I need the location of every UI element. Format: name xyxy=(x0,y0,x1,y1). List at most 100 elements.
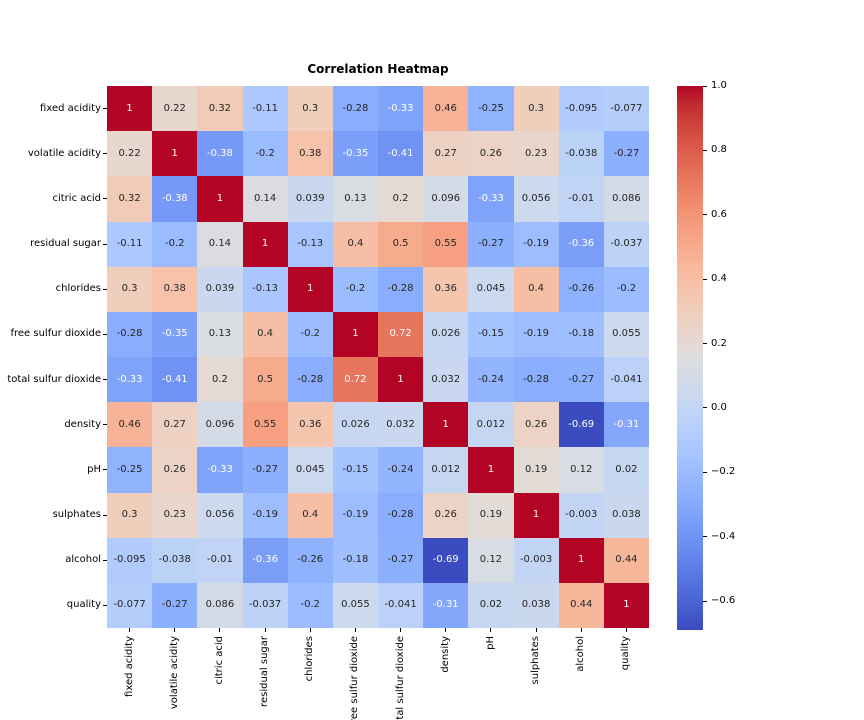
heatmap-cell-volatile acidity-x-total sulfur dioxide: -0.41 xyxy=(378,131,424,177)
heatmap-cell-free sulfur dioxide-x-chlorides: -0.2 xyxy=(287,311,333,357)
colorbar-tick-mark xyxy=(703,600,707,602)
heatmap-cell-sulphates-x-fixed acidity: 0.3 xyxy=(107,492,153,538)
heatmap-cell-total sulfur dioxide-x-total sulfur dioxide: 1 xyxy=(378,357,424,403)
heatmap-cell-total sulfur dioxide-x-residual sugar: 0.5 xyxy=(242,357,288,403)
heatmap-cell-quality-x-fixed acidity: -0.077 xyxy=(107,582,153,628)
heatmap-cell-free sulfur dioxide-x-alcohol: -0.18 xyxy=(558,311,604,357)
heatmap-cell-volatile acidity-x-density: 0.27 xyxy=(423,131,469,177)
y-tick-mark xyxy=(103,198,107,200)
y-tick-label-free sulfur dioxide: free sulfur dioxide xyxy=(10,328,101,340)
heatmap-cell-alcohol-x-pH: 0.12 xyxy=(468,537,514,583)
heatmap-cell-chlorides-x-pH: 0.045 xyxy=(468,266,514,312)
heatmap-cell-citric acid-x-chlorides: 0.039 xyxy=(287,176,333,222)
colorbar-tick-mark xyxy=(703,536,707,538)
heatmap-cell-alcohol-x-citric acid: -0.01 xyxy=(197,537,243,583)
heatmap-cell-quality-x-free sulfur dioxide: 0.055 xyxy=(332,582,378,628)
x-tick-mark xyxy=(535,628,537,632)
y-tick-label-alcohol: alcohol xyxy=(65,554,101,566)
heatmap-cell-free sulfur dioxide-x-total sulfur dioxide: 0.72 xyxy=(378,311,424,357)
heatmap-cell-chlorides-x-citric acid: 0.039 xyxy=(197,266,243,312)
heatmap-cell-sulphates-x-quality: 0.038 xyxy=(603,492,649,538)
heatmap-cell-chlorides-x-quality: -0.2 xyxy=(603,266,649,312)
heatmap-cell-density-x-free sulfur dioxide: 0.026 xyxy=(332,402,378,448)
heatmap-cell-quality-x-total sulfur dioxide: -0.041 xyxy=(378,582,424,628)
x-tick-mark xyxy=(219,628,221,632)
heatmap-cell-quality-x-sulphates: 0.038 xyxy=(513,582,559,628)
heatmap-cell-chlorides-x-alcohol: -0.26 xyxy=(558,266,604,312)
colorbar-tick-label-0.0: 0.0 xyxy=(711,401,727,413)
x-tick-mark xyxy=(309,628,311,632)
heatmap-cell-sulphates-x-volatile acidity: 0.23 xyxy=(152,492,198,538)
x-tick-mark xyxy=(174,628,176,632)
heatmap-cell-chlorides-x-density: 0.36 xyxy=(423,266,469,312)
heatmap-cell-alcohol-x-volatile acidity: -0.038 xyxy=(152,537,198,583)
colorbar-tick-label-−0.2: −0.2 xyxy=(711,466,736,478)
heatmap-cell-pH-x-fixed acidity: -0.25 xyxy=(107,447,153,493)
x-tick-mark xyxy=(400,628,402,632)
x-tick-mark xyxy=(445,628,447,632)
heatmap-cell-alcohol-x-free sulfur dioxide: -0.18 xyxy=(332,537,378,583)
heatmap-cell-sulphates-x-sulphates: 1 xyxy=(513,492,559,538)
heatmap-cell-volatile acidity-x-alcohol: -0.038 xyxy=(558,131,604,177)
y-tick-mark xyxy=(103,424,107,426)
heatmap-cell-residual sugar-x-citric acid: 0.14 xyxy=(197,221,243,267)
heatmap-cell-quality-x-chlorides: -0.2 xyxy=(287,582,333,628)
heatmap-cell-chlorides-x-fixed acidity: 0.3 xyxy=(107,266,153,312)
heatmap-cell-chlorides-x-sulphates: 0.4 xyxy=(513,266,559,312)
y-tick-mark xyxy=(103,469,107,471)
heatmap-cell-sulphates-x-citric acid: 0.056 xyxy=(197,492,243,538)
heatmap-cell-total sulfur dioxide-x-chlorides: -0.28 xyxy=(287,357,333,403)
x-tick-label-residual sugar: residual sugar xyxy=(259,636,271,707)
heatmap-cell-chlorides-x-chlorides: 1 xyxy=(287,266,333,312)
colorbar-tick-mark xyxy=(703,471,707,473)
x-tick-mark xyxy=(354,628,356,632)
heatmap-cell-sulphates-x-pH: 0.19 xyxy=(468,492,514,538)
heatmap-cell-total sulfur dioxide-x-density: 0.032 xyxy=(423,357,469,403)
heatmap-cell-total sulfur dioxide-x-sulphates: -0.28 xyxy=(513,357,559,403)
heatmap-cell-alcohol-x-sulphates: -0.003 xyxy=(513,537,559,583)
heatmap-cell-total sulfur dioxide-x-free sulfur dioxide: 0.72 xyxy=(332,357,378,403)
heatmap-cell-fixed acidity-x-pH: -0.25 xyxy=(468,86,514,132)
heatmap-cell-free sulfur dioxide-x-residual sugar: 0.4 xyxy=(242,311,288,357)
x-tick-label-quality: quality xyxy=(620,636,632,671)
y-tick-mark xyxy=(103,243,107,245)
heatmap-cell-pH-x-total sulfur dioxide: -0.24 xyxy=(378,447,424,493)
y-tick-label-total sulfur dioxide: total sulfur dioxide xyxy=(7,373,101,385)
heatmap-cell-sulphates-x-free sulfur dioxide: -0.19 xyxy=(332,492,378,538)
colorbar-tick-label-−0.6: −0.6 xyxy=(711,595,736,607)
heatmap-cell-fixed acidity-x-fixed acidity: 1 xyxy=(107,86,153,132)
y-tick-mark xyxy=(103,514,107,516)
heatmap-cell-residual sugar-x-quality: -0.037 xyxy=(603,221,649,267)
heatmap-cell-fixed acidity-x-alcohol: -0.095 xyxy=(558,86,604,132)
x-tick-mark xyxy=(580,628,582,632)
heatmap-cell-volatile acidity-x-sulphates: 0.23 xyxy=(513,131,559,177)
x-tick-mark xyxy=(264,628,266,632)
colorbar-tick-label-0.4: 0.4 xyxy=(711,273,727,285)
heatmap-cell-residual sugar-x-alcohol: -0.36 xyxy=(558,221,604,267)
y-tick-label-pH: pH xyxy=(87,463,101,475)
colorbar-tick-mark xyxy=(703,149,707,151)
colorbar-tick-mark xyxy=(703,278,707,280)
heatmap-cell-citric acid-x-free sulfur dioxide: 0.13 xyxy=(332,176,378,222)
heatmap-cell-density-x-quality: -0.31 xyxy=(603,402,649,448)
heatmap-cell-alcohol-x-density: -0.69 xyxy=(423,537,469,583)
heatmap-cell-residual sugar-x-volatile acidity: -0.2 xyxy=(152,221,198,267)
heatmap-cell-quality-x-quality: 1 xyxy=(603,582,649,628)
chart-title: Correlation Heatmap xyxy=(307,62,449,76)
colorbar-tick-label-−0.4: −0.4 xyxy=(711,530,736,542)
heatmap-cell-total sulfur dioxide-x-citric acid: 0.2 xyxy=(197,357,243,403)
heatmap-cell-residual sugar-x-sulphates: -0.19 xyxy=(513,221,559,267)
heatmap-cell-residual sugar-x-residual sugar: 1 xyxy=(242,221,288,267)
heatmap-cell-free sulfur dioxide-x-free sulfur dioxide: 1 xyxy=(332,311,378,357)
heatmap-cell-chlorides-x-total sulfur dioxide: -0.28 xyxy=(378,266,424,312)
heatmap-cell-pH-x-density: 0.012 xyxy=(423,447,469,493)
heatmap-cell-density-x-chlorides: 0.36 xyxy=(287,402,333,448)
heatmap-cell-pH-x-chlorides: 0.045 xyxy=(287,447,333,493)
heatmap-cell-alcohol-x-fixed acidity: -0.095 xyxy=(107,537,153,583)
heatmap-cell-density-x-sulphates: 0.26 xyxy=(513,402,559,448)
heatmap-cell-pH-x-residual sugar: -0.27 xyxy=(242,447,288,493)
heatmap-cell-fixed acidity-x-free sulfur dioxide: -0.28 xyxy=(332,86,378,132)
heatmap-cell-pH-x-pH: 1 xyxy=(468,447,514,493)
heatmap-cell-total sulfur dioxide-x-quality: -0.041 xyxy=(603,357,649,403)
